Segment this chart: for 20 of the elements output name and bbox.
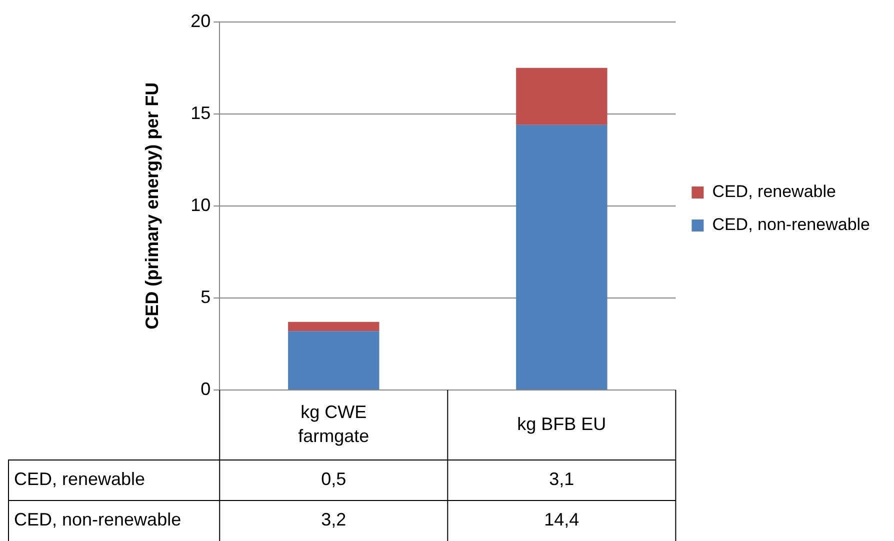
legend-label: CED, non-renewable — [712, 215, 870, 234]
data-label: 14,4 — [544, 510, 580, 530]
data-label: 3,2 — [321, 510, 346, 530]
y-tick-label: 5 — [200, 286, 211, 307]
bar — [516, 68, 608, 125]
y-tick-label: 0 — [200, 378, 211, 399]
data-label: 3,1 — [549, 469, 574, 490]
legend-label: CED, renewable — [712, 182, 836, 202]
bar — [288, 322, 380, 332]
bar — [516, 124, 608, 390]
data-label: 0,5 — [321, 469, 346, 490]
x-tick-label: kg CWE farmgate — [298, 402, 370, 446]
y-tick-label: 10 — [190, 194, 211, 215]
bar — [288, 331, 380, 390]
text: CED, non-renewable — [14, 510, 182, 530]
y-axis-title: CED (primary energy) per FU — [142, 82, 162, 330]
x-tick-label: kg BFB EU — [517, 414, 606, 434]
y-tick-label: 15 — [190, 102, 211, 123]
y-tick-label: 20 — [190, 10, 211, 31]
text: CED, renewable — [14, 469, 146, 490]
